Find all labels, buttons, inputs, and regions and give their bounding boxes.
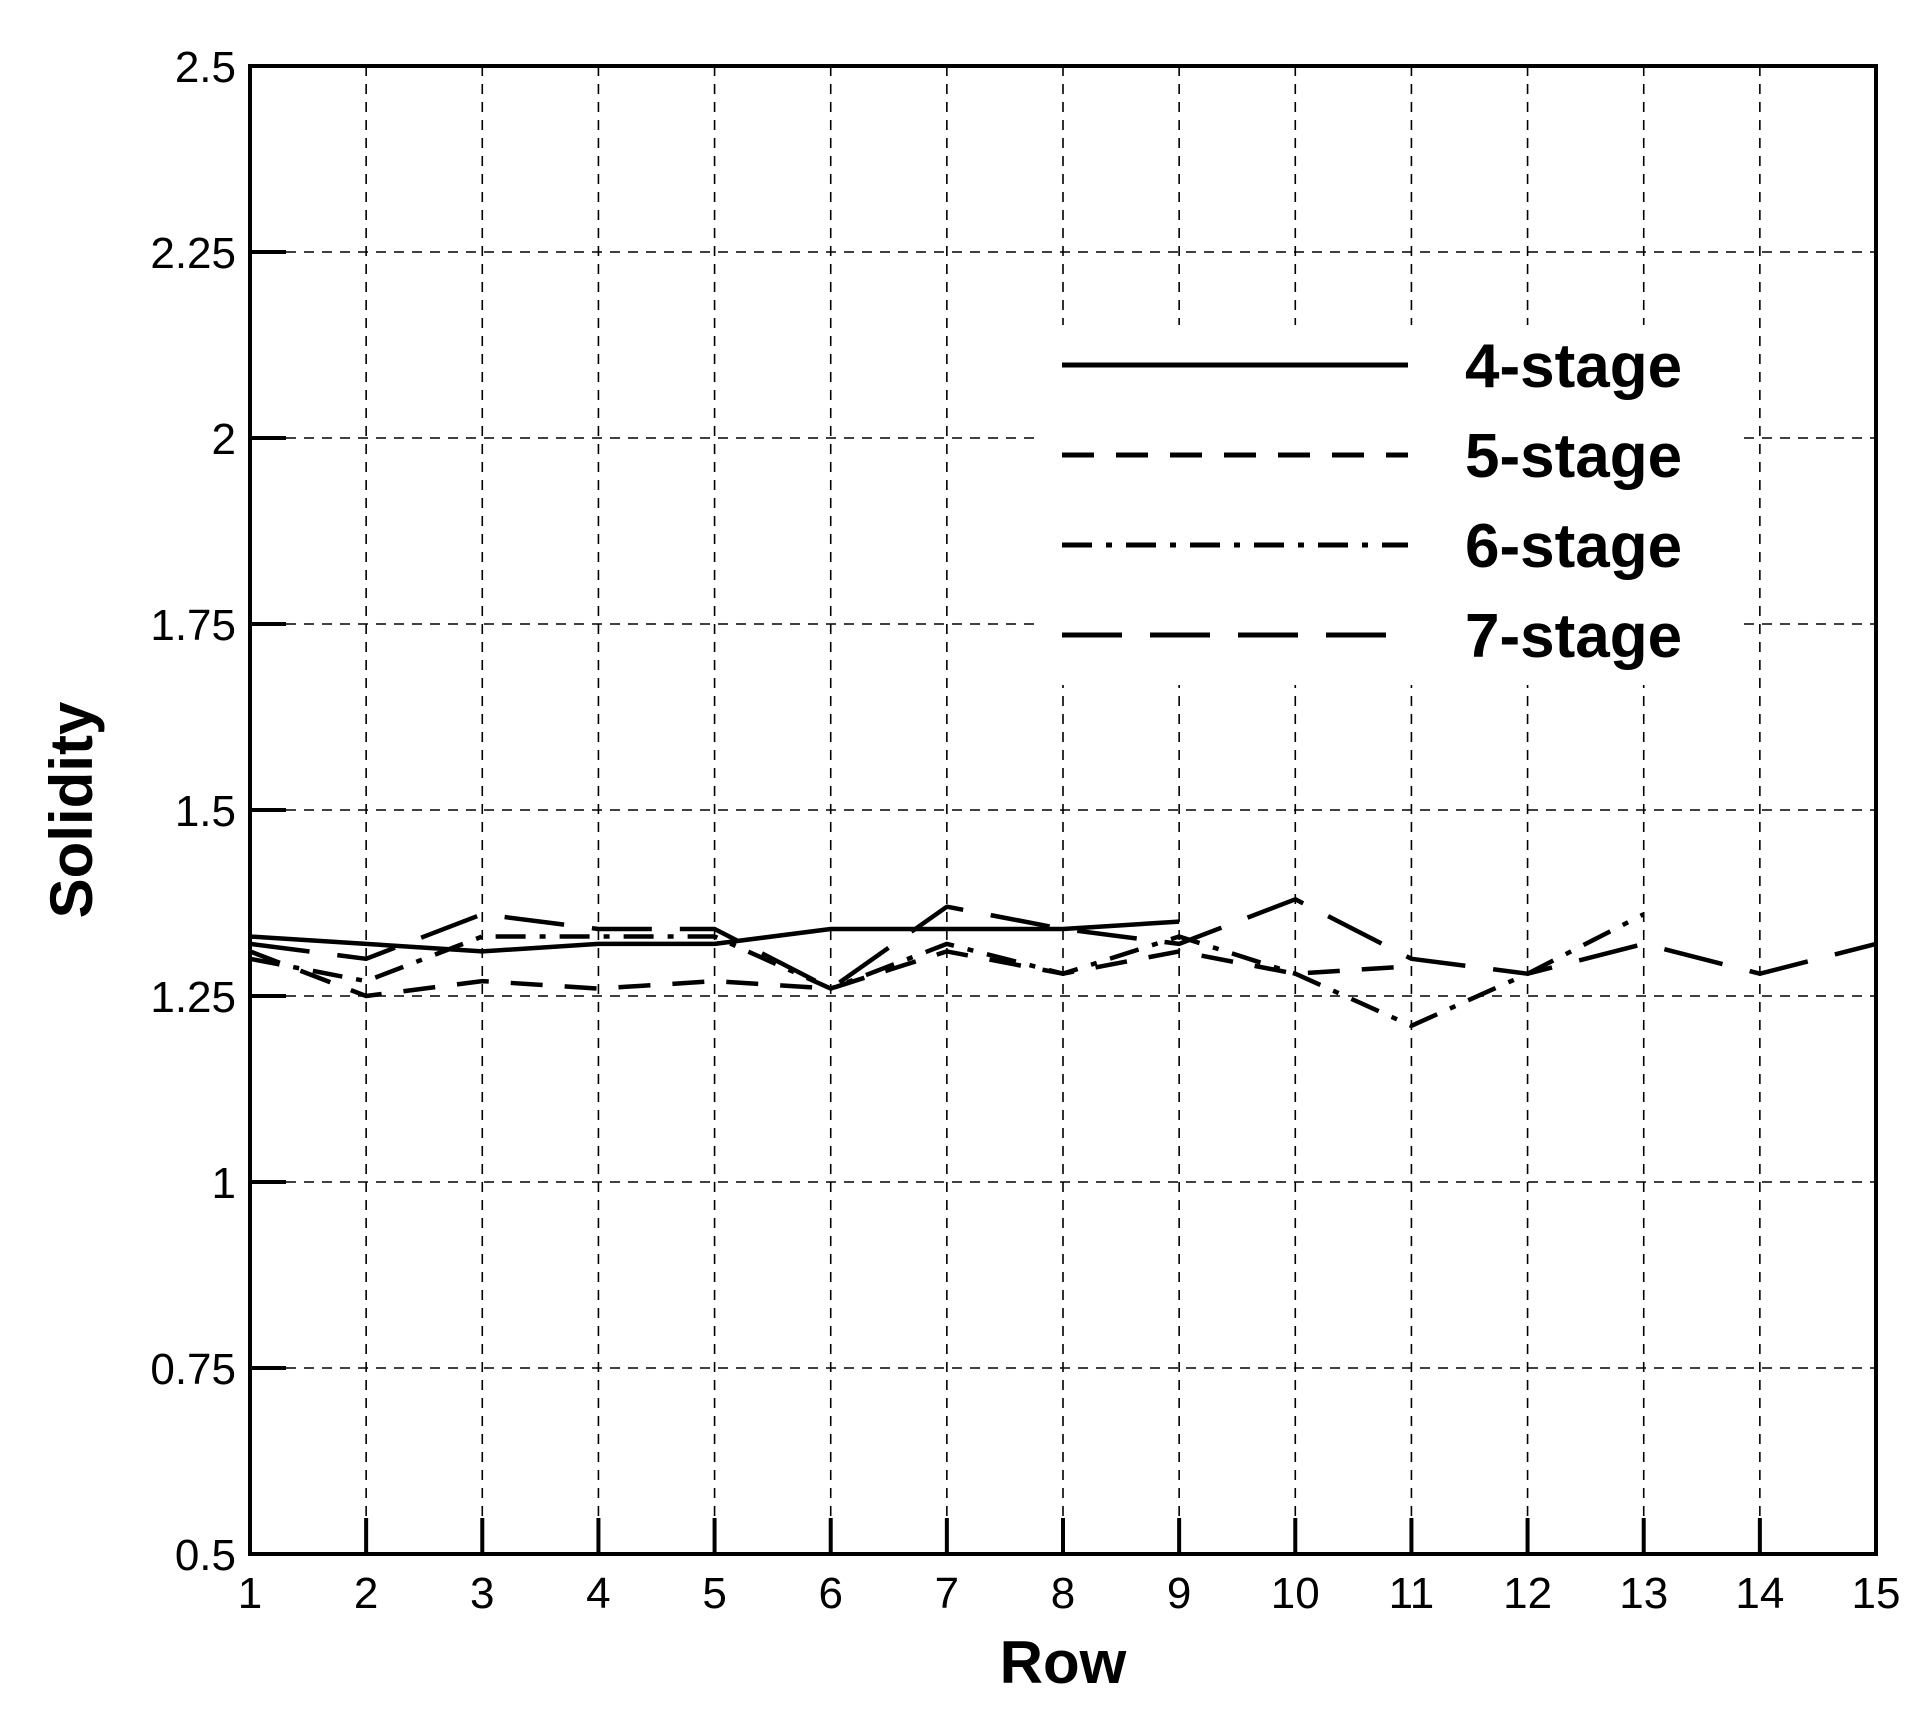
x-axis-title: Row [1000, 1629, 1127, 1696]
x-tick-label: 8 [1051, 1569, 1075, 1618]
y-tick-label: 2.5 [175, 43, 236, 92]
x-tick-labels: 1 2 3 4 5 6 7 8 9 10 11 12 13 14 15 [238, 1569, 1901, 1618]
x-tick-label: 1 [238, 1569, 262, 1618]
x-tick-label: 5 [702, 1569, 726, 1618]
x-tick-label: 9 [1167, 1569, 1191, 1618]
series-line-4-stage [249, 919, 1180, 954]
y-tick-label: 2.25 [150, 229, 236, 278]
y-axis-title: Solidity [38, 701, 105, 918]
x-tick-label: 10 [1271, 1569, 1320, 1618]
series-lines [249, 897, 1877, 1029]
legend-label-7-stage: 7-stage [1465, 602, 1682, 671]
legend: 4-stage 5-stage 6-stage 7-stage [1062, 332, 1682, 671]
legend-label-6-stage: 6-stage [1465, 512, 1682, 581]
y-tick-label: 1.5 [175, 787, 236, 836]
axis-ticks [248, 64, 1878, 1556]
y-tick-label: 0.5 [175, 1531, 236, 1580]
legend-label-4-stage: 4-stage [1465, 332, 1682, 401]
y-tick-label: 2 [212, 415, 236, 464]
plot-frame [248, 64, 1878, 1556]
x-tick-label: 7 [935, 1569, 959, 1618]
series-line-5-stage [249, 949, 1412, 999]
x-tick-label: 13 [1619, 1569, 1668, 1618]
series-line-7-stage [249, 897, 1877, 991]
x-tick-label: 14 [1735, 1569, 1784, 1618]
y-tick-label: 0.75 [150, 1345, 236, 1394]
x-tick-label: 12 [1503, 1569, 1552, 1618]
x-tick-label: 2 [354, 1569, 378, 1618]
y-tick-labels: 0.5 0.75 1 1.25 1.5 1.75 2 2.25 2.5 [150, 43, 236, 1580]
x-tick-label: 4 [586, 1569, 610, 1618]
x-tick-label: 3 [470, 1569, 494, 1618]
series-line-6-stage [249, 912, 1645, 1029]
y-tick-label: 1.25 [150, 973, 236, 1022]
y-tick-label: 1.75 [150, 601, 236, 650]
legend-background [1040, 325, 1740, 685]
x-tick-label: 15 [1852, 1569, 1901, 1618]
x-tick-label: 11 [1389, 1569, 1435, 1618]
y-tick-label: 1 [212, 1159, 236, 1208]
x-tick-label: 6 [818, 1569, 842, 1618]
legend-label-5-stage: 5-stage [1465, 422, 1682, 491]
